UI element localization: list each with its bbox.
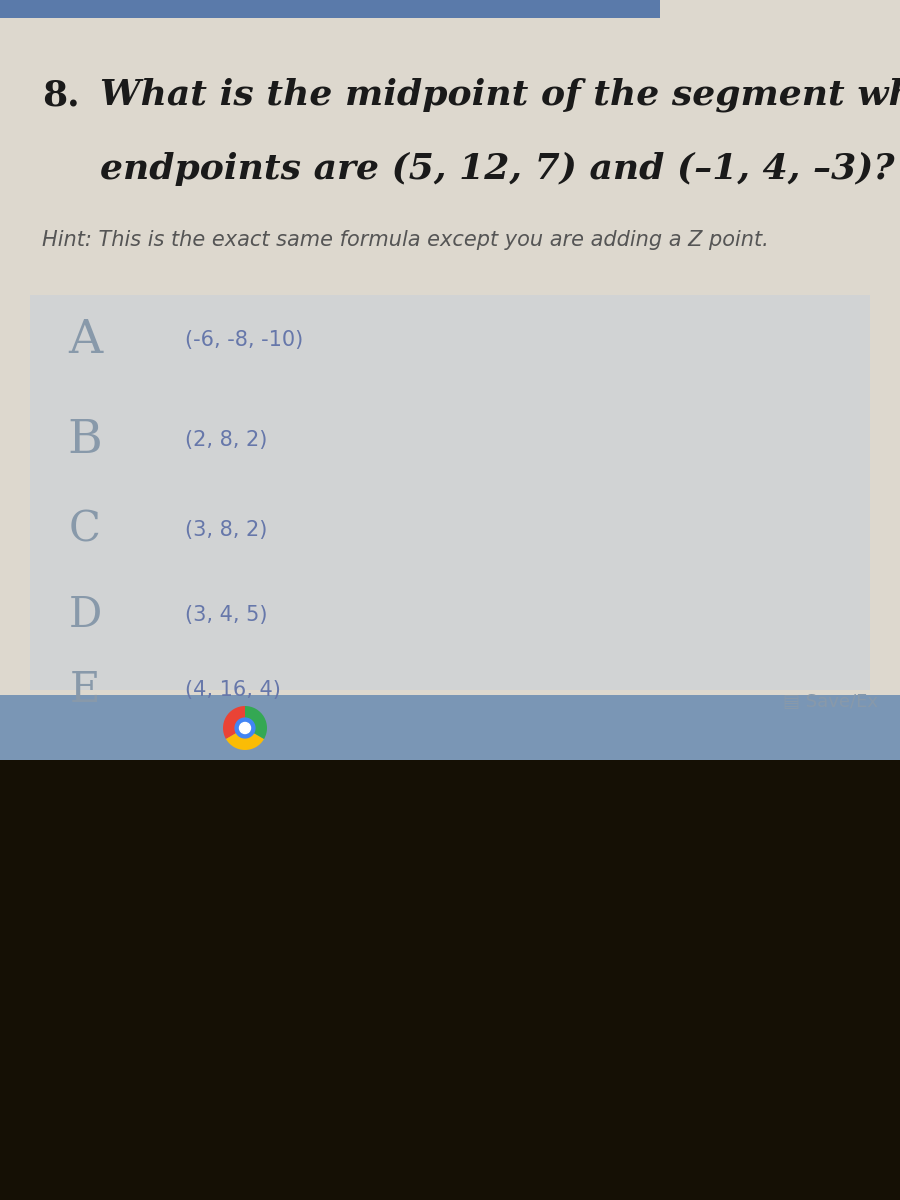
Text: (3, 8, 2): (3, 8, 2) — [185, 520, 267, 540]
Text: (2, 8, 2): (2, 8, 2) — [185, 430, 267, 450]
Text: C: C — [69, 509, 101, 551]
FancyBboxPatch shape — [0, 0, 900, 710]
Text: What is the midpoint of the segment whose: What is the midpoint of the segment whos… — [100, 78, 900, 113]
Wedge shape — [245, 706, 267, 739]
Text: A: A — [68, 317, 102, 362]
Wedge shape — [226, 728, 264, 750]
Circle shape — [235, 718, 255, 738]
Text: endpoints are (5, 12, 7) and (–1, 4, –3)?: endpoints are (5, 12, 7) and (–1, 4, –3)… — [100, 152, 895, 186]
FancyBboxPatch shape — [0, 0, 660, 18]
Text: D: D — [68, 594, 102, 636]
FancyBboxPatch shape — [0, 695, 900, 760]
Text: ▤ Save/Ex: ▤ Save/Ex — [783, 692, 878, 710]
Text: E: E — [70, 670, 100, 710]
Text: Hint: This is the exact same formula except you are adding a Z point.: Hint: This is the exact same formula exc… — [42, 230, 769, 250]
Text: (3, 4, 5): (3, 4, 5) — [185, 605, 267, 625]
FancyBboxPatch shape — [30, 295, 870, 690]
Wedge shape — [223, 706, 245, 739]
Circle shape — [239, 722, 250, 733]
Text: (4, 16, 4): (4, 16, 4) — [185, 680, 281, 700]
Text: B: B — [68, 418, 103, 463]
Text: (-6, -8, -10): (-6, -8, -10) — [185, 330, 303, 350]
Text: 8.: 8. — [42, 78, 79, 112]
